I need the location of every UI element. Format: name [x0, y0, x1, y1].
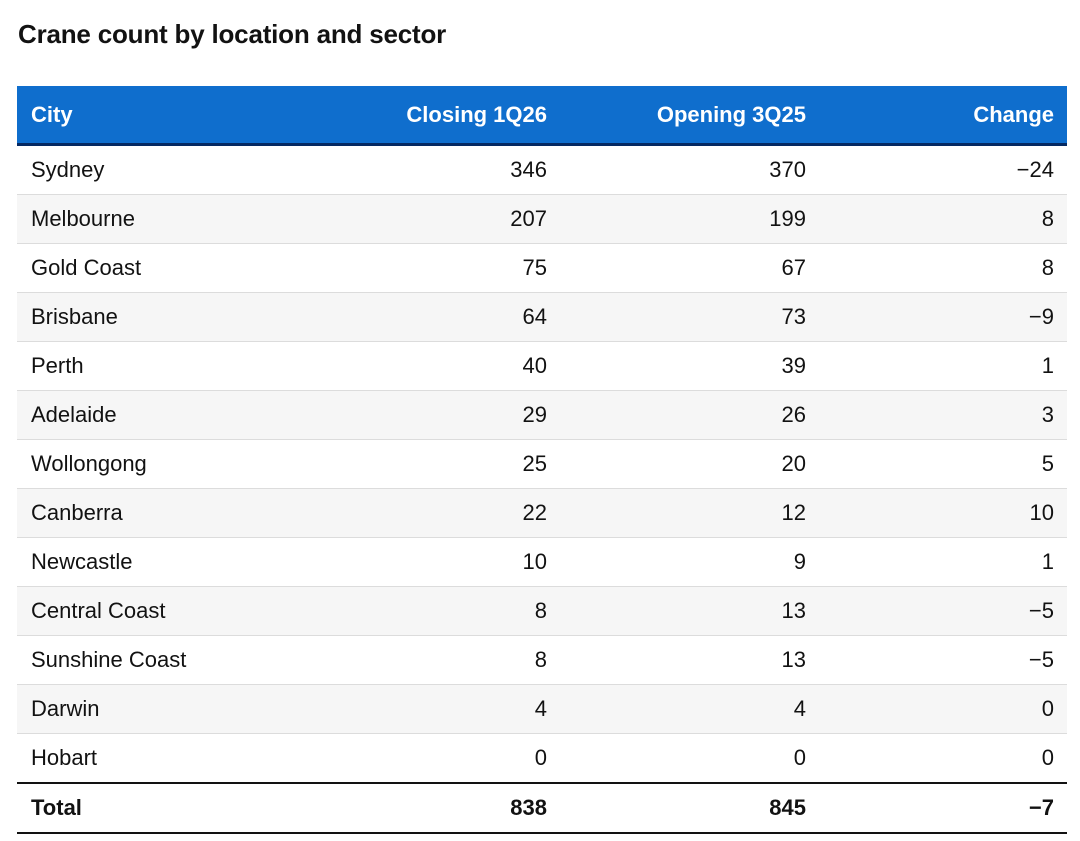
table-row: Adelaide 29 26 3 [17, 391, 1067, 440]
change-cell: −5 [1028, 647, 1054, 672]
closing-cell: 10 [522, 549, 547, 574]
change-cell: 1 [1041, 353, 1054, 378]
city-cell: Melbourne [31, 206, 135, 231]
total-closing: 838 [510, 795, 547, 820]
closing-cell: 29 [522, 402, 547, 427]
change-cell: 1 [1041, 549, 1054, 574]
city-cell: Hobart [31, 745, 98, 770]
table-row: Central Coast 8 13 −5 [17, 587, 1067, 636]
closing-cell: 25 [522, 451, 547, 476]
table-row: Hobart 0 0 0 [17, 734, 1067, 782]
change-cell: −24 [1016, 157, 1054, 182]
table-row: Sunshine Coast 8 13 −5 [17, 636, 1067, 685]
opening-cell: 0 [793, 745, 806, 770]
city-cell: Sydney [31, 157, 105, 182]
closing-cell: 4 [534, 696, 547, 721]
city-cell: Brisbane [31, 304, 118, 329]
column-header-closing[interactable]: Closing 1Q26 [406, 101, 547, 127]
column-header-city[interactable]: City [31, 101, 73, 127]
table-total-row: Total 838 845 −7 [17, 782, 1067, 834]
city-cell: Adelaide [31, 402, 117, 427]
table-row: Perth 40 39 1 [17, 342, 1067, 391]
opening-cell: 20 [781, 451, 806, 476]
table-row: Darwin 4 4 0 [17, 685, 1067, 734]
total-label: Total [31, 795, 82, 820]
change-cell: 10 [1029, 500, 1054, 525]
table-row: Newcastle 10 9 1 [17, 538, 1067, 587]
opening-cell: 4 [793, 696, 806, 721]
table-row: Melbourne 207 199 8 [17, 195, 1067, 244]
city-cell: Canberra [31, 500, 123, 525]
total-change: −7 [1028, 795, 1054, 820]
total-opening: 845 [769, 795, 806, 820]
crane-count-table: City Closing 1Q26 Opening 3Q25 Change Sy… [17, 86, 1067, 834]
opening-cell: 39 [781, 353, 806, 378]
table-row: Sydney 346 370 −24 [17, 146, 1067, 195]
city-cell: Darwin [31, 696, 100, 721]
closing-cell: 207 [510, 206, 547, 231]
city-cell: Newcastle [31, 549, 133, 574]
table-row: Gold Coast 75 67 8 [17, 244, 1067, 293]
opening-cell: 199 [769, 206, 806, 231]
table-row: Wollongong 25 20 5 [17, 440, 1067, 489]
opening-cell: 12 [781, 500, 806, 525]
opening-cell: 73 [781, 304, 806, 329]
closing-cell: 8 [534, 598, 547, 623]
change-cell: 8 [1041, 206, 1054, 231]
closing-cell: 40 [522, 353, 547, 378]
change-cell: −9 [1028, 304, 1054, 329]
closing-cell: 0 [534, 745, 547, 770]
closing-cell: 22 [522, 500, 547, 525]
change-cell: 0 [1041, 745, 1054, 770]
opening-cell: 370 [769, 157, 806, 182]
change-cell: 8 [1041, 255, 1054, 280]
change-cell: 0 [1041, 696, 1054, 721]
table-row: Brisbane 64 73 −9 [17, 293, 1067, 342]
table-header-row: City Closing 1Q26 Opening 3Q25 Change [17, 86, 1067, 146]
table-row: Canberra 22 12 10 [17, 489, 1067, 538]
closing-cell: 75 [522, 255, 547, 280]
city-cell: Central Coast [31, 598, 166, 623]
closing-cell: 346 [510, 157, 547, 182]
city-cell: Gold Coast [31, 255, 142, 280]
city-cell: Sunshine Coast [31, 647, 187, 672]
opening-cell: 67 [781, 255, 806, 280]
change-cell: 5 [1041, 451, 1054, 476]
column-header-opening[interactable]: Opening 3Q25 [656, 101, 806, 127]
closing-cell: 64 [522, 304, 547, 329]
opening-cell: 13 [781, 598, 806, 623]
change-cell: 3 [1041, 402, 1054, 427]
opening-cell: 9 [793, 549, 806, 574]
opening-cell: 26 [781, 402, 806, 427]
column-header-change[interactable]: Change [973, 101, 1054, 127]
change-cell: −5 [1028, 598, 1054, 623]
opening-cell: 13 [781, 647, 806, 672]
city-cell: Perth [31, 353, 84, 378]
city-cell: Wollongong [31, 451, 147, 476]
closing-cell: 8 [534, 647, 547, 672]
page-title: Crane count by location and sector [18, 19, 447, 49]
